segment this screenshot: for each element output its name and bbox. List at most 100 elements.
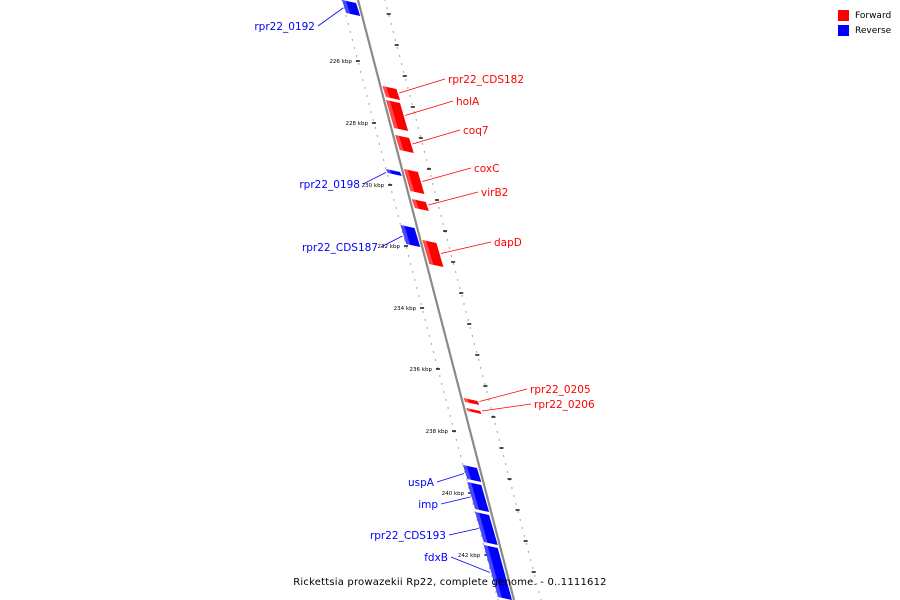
guide-dot: [387, 175, 389, 177]
guide-dot: [357, 63, 360, 65]
guide-dot: [420, 303, 422, 305]
guide-dot: [391, 191, 393, 193]
gene-highlight: [467, 482, 480, 510]
guide-dot: [493, 583, 495, 585]
guide-dot: [459, 455, 462, 457]
leader-line: [399, 78, 446, 94]
gene-labels: rpr22_0192 rpr22_CDS182 holA coq7 rpr22_0198…: [254, 7, 595, 573]
leader-line: [450, 556, 491, 573]
guide-dot: [446, 239, 449, 241]
guide-dot: [534, 575, 536, 577]
gene-block-rpr22_0206: [466, 408, 482, 414]
guide-dot: [403, 239, 406, 241]
guide-dot: [396, 47, 399, 49]
gene-label-rpr22_0198: rpr22_0198: [299, 179, 360, 191]
guide-dot: [466, 479, 468, 481]
gene-label-rpr22_CDS187: rpr22_CDS187: [302, 242, 378, 254]
guide-dot: [378, 143, 381, 145]
guide-dot: [477, 359, 480, 361]
tick-label: 240 kbp: [442, 491, 465, 497]
guide-dot: [457, 279, 459, 281]
gene-label-coq7: coq7: [463, 125, 489, 137]
guide-dot: [449, 415, 451, 417]
gene-label-uspA: uspA: [408, 477, 435, 489]
legend-reverse-label: Reverse: [855, 25, 892, 36]
leader-line: [317, 7, 344, 27]
guide-dot: [452, 263, 455, 265]
guide-dot: [438, 207, 440, 209]
guide-dot: [414, 279, 416, 281]
guide-dot: [417, 127, 419, 129]
gene-highlight: [463, 398, 470, 403]
guide-dot: [409, 95, 411, 97]
guide-dot: [432, 183, 434, 185]
guide-dot: [355, 55, 358, 57]
guide-dot: [439, 375, 441, 377]
legend-item-reverse: Reverse: [838, 23, 891, 38]
guide-dot: [434, 359, 437, 361]
guide-dot: [392, 31, 394, 33]
gene-features: [342, 0, 512, 600]
gene-block-rpr22_0205: [463, 398, 480, 405]
guide-dot: [372, 119, 374, 121]
gene-highlight: [483, 545, 502, 598]
guide-dot: [519, 519, 521, 521]
guide-dot: [484, 383, 486, 385]
tick-label: 230 kbp: [362, 183, 385, 189]
guide-dot: [349, 31, 351, 33]
guide-dot: [422, 311, 424, 313]
tick-label: 228 kbp: [346, 121, 369, 127]
guide-dot: [374, 127, 376, 129]
guide-dot: [419, 135, 422, 137]
guide-dot: [527, 551, 530, 553]
guide-dot: [461, 295, 463, 297]
guide-dot: [525, 543, 528, 545]
guide-dot: [461, 463, 464, 465]
gene-highlight: [422, 240, 434, 265]
guide-dot: [457, 447, 460, 449]
guide-dot: [395, 207, 397, 209]
guide-dot: [495, 591, 497, 593]
guide-dot: [538, 591, 540, 593]
guide-dot: [490, 407, 492, 409]
guide-dot: [517, 511, 519, 513]
gene-highlight: [400, 225, 411, 245]
guide-dot: [412, 271, 414, 273]
guide-dot: [416, 287, 418, 289]
guide-dot: [442, 223, 444, 225]
reverse-swatch: [838, 25, 849, 36]
guide-dot: [399, 223, 401, 225]
guide-dot: [418, 295, 420, 297]
leader-line: [422, 167, 472, 182]
guide-dot: [384, 0, 386, 1]
gene-label-coxC: coxC: [474, 163, 499, 175]
gene-block-uspA: [462, 465, 482, 482]
guide-dot: [430, 175, 432, 177]
guide-dot: [459, 287, 461, 289]
gene-label-dapD: dapD: [494, 237, 522, 249]
leader-line: [436, 473, 465, 483]
gene-label-imp: imp: [418, 499, 438, 511]
legend: Forward Reverse: [838, 8, 891, 38]
guide-dot: [473, 343, 476, 345]
guide-dot: [370, 111, 372, 113]
guide-dot: [403, 71, 405, 73]
guide-dot: [511, 487, 513, 489]
guide-dot: [393, 199, 395, 201]
tick-label: 232 kbp: [378, 244, 401, 250]
guide-dot: [529, 559, 532, 561]
guide-dot: [463, 303, 465, 305]
gene-block-rpr22_0198: [385, 169, 402, 176]
guide-dot: [472, 503, 474, 505]
guide-dot: [475, 351, 478, 353]
guide-dot: [480, 367, 482, 369]
kbp-ticks: 226 kbp 228 kbp 230 kbp 232 kbp 234 kbp 236 k…: [329, 13, 536, 573]
gene-highlight: [411, 199, 419, 209]
leader-line: [380, 235, 403, 248]
gene-block-fdxB: [483, 545, 512, 600]
guide-dot: [376, 135, 379, 137]
gene-label-holA: holA: [456, 96, 480, 108]
guide-dot: [482, 375, 484, 377]
gene-highlight: [382, 86, 390, 98]
